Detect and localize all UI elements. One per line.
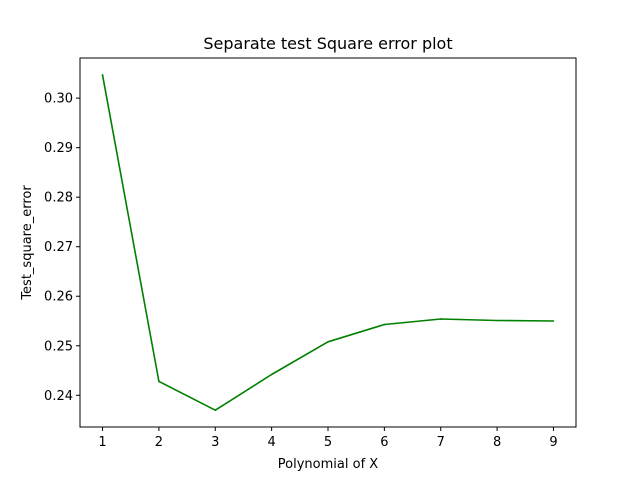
chart-title: Separate test Square error plot (203, 34, 452, 53)
x-tick-label: 5 (324, 435, 332, 450)
x-tick-label: 8 (493, 435, 501, 450)
y-tick-label: 0.25 (44, 339, 73, 354)
y-axis-label: Test_square_error (20, 185, 35, 301)
data-point (496, 319, 498, 322)
x-tick-label: 3 (211, 435, 219, 450)
data-point (101, 74, 104, 76)
x-tick-label: 6 (380, 435, 388, 450)
data-point (214, 409, 217, 411)
y-tick-label: 0.28 (44, 191, 73, 206)
y-tick-label: 0.30 (44, 92, 73, 107)
x-tick-label: 2 (155, 435, 163, 450)
x-tick-label: 4 (267, 435, 275, 450)
series-layer (101, 74, 555, 412)
y-axis: 0.24 0.25 0.26 0.27 0.28 0.29 0.30 (44, 92, 80, 404)
data-point (270, 373, 273, 376)
x-tick-label: 7 (437, 435, 445, 450)
y-tick-label: 0.24 (44, 389, 73, 404)
data-point (383, 323, 386, 326)
data-point (439, 318, 442, 320)
x-axis: 1 2 3 4 5 6 7 8 9 (98, 427, 558, 450)
y-tick-label: 0.29 (44, 141, 73, 156)
data-point (552, 320, 555, 322)
data-point (327, 341, 329, 343)
y-tick-label: 0.26 (44, 290, 73, 305)
data-point (158, 380, 160, 383)
x-axis-label: Polynomial of X (278, 457, 378, 472)
x-tick-label: 9 (549, 435, 557, 450)
y-tick-label: 0.27 (44, 240, 73, 255)
x-tick-label: 1 (98, 435, 106, 450)
